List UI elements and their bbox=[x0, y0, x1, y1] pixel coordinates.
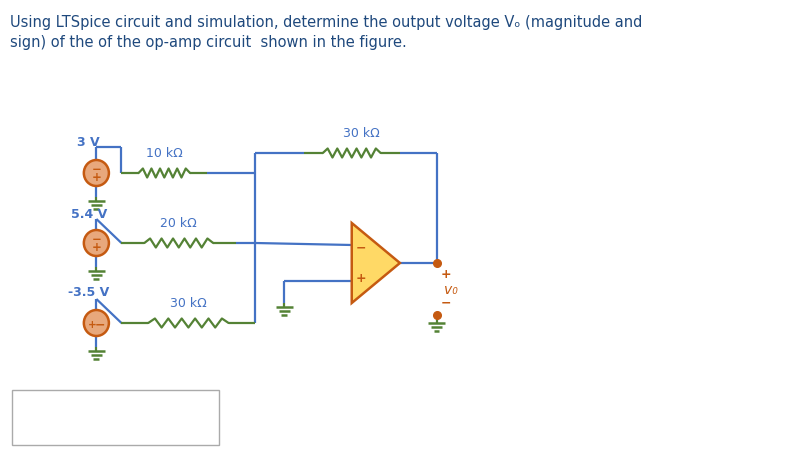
FancyBboxPatch shape bbox=[12, 390, 219, 445]
Text: -3.5 V: -3.5 V bbox=[68, 286, 110, 300]
Text: +: + bbox=[92, 171, 101, 184]
Text: Using LTSpice circuit and simulation, determine the output voltage Vₒ (magnitude: Using LTSpice circuit and simulation, de… bbox=[9, 15, 642, 30]
Circle shape bbox=[84, 160, 109, 186]
Text: −: − bbox=[95, 318, 106, 332]
Text: −: − bbox=[92, 163, 101, 176]
Text: +: + bbox=[92, 241, 101, 254]
Text: 3 V: 3 V bbox=[77, 137, 100, 149]
Circle shape bbox=[84, 230, 109, 256]
Text: 30 kΩ: 30 kΩ bbox=[170, 297, 207, 310]
Text: 30 kΩ: 30 kΩ bbox=[343, 127, 380, 140]
Text: +: + bbox=[440, 268, 451, 282]
Circle shape bbox=[84, 310, 109, 336]
Text: 5.4 V: 5.4 V bbox=[70, 209, 107, 221]
Text: v₀: v₀ bbox=[444, 283, 458, 297]
Text: −: − bbox=[356, 242, 367, 254]
Text: 20 kΩ: 20 kΩ bbox=[160, 217, 197, 230]
Text: +: + bbox=[88, 320, 97, 330]
Text: sign) of the of the op-amp circuit  shown in the figure.: sign) of the of the op-amp circuit shown… bbox=[9, 35, 406, 50]
Text: +: + bbox=[356, 271, 367, 284]
Text: −: − bbox=[92, 233, 101, 246]
Text: 10 kΩ: 10 kΩ bbox=[146, 147, 183, 160]
Text: −: − bbox=[440, 297, 451, 309]
Polygon shape bbox=[352, 223, 400, 303]
